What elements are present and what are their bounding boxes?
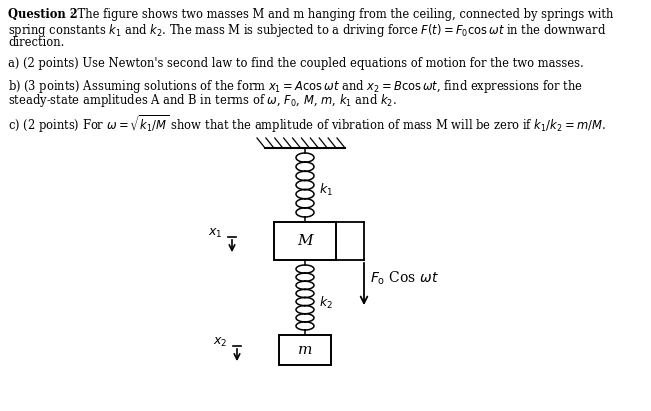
Text: $F_{\rm o}\ \mathregular{Cos}\ \omega t$: $F_{\rm o}\ \mathregular{Cos}\ \omega t$ bbox=[370, 269, 439, 287]
Text: : The figure shows two masses M and m hanging from the ceiling, connected by spr: : The figure shows two masses M and m ha… bbox=[70, 8, 613, 21]
Text: Question 2: Question 2 bbox=[8, 8, 77, 21]
Text: c) (2 points) For $\omega = \sqrt{k_1/M}$ show that the amplitude of vibration o: c) (2 points) For $\omega = \sqrt{k_1/M}… bbox=[8, 113, 605, 134]
Text: $k_2$: $k_2$ bbox=[319, 294, 333, 311]
Bar bbox=[274, 222, 336, 260]
Text: direction.: direction. bbox=[8, 36, 64, 49]
Text: a) (2 points) Use Newton's second law to find the coupled equations of motion fo: a) (2 points) Use Newton's second law to… bbox=[8, 57, 584, 70]
Text: spring constants $k_1$ and $k_2$. The mass M is subjected to a driving force $F(: spring constants $k_1$ and $k_2$. The ma… bbox=[8, 22, 606, 39]
Text: m: m bbox=[298, 343, 312, 357]
Text: $x_2$: $x_2$ bbox=[213, 335, 227, 349]
Text: steady-state amplitudes A and B in terms of $\omega$, $F_0$, $M$, $m$, $k_1$ and: steady-state amplitudes A and B in terms… bbox=[8, 92, 397, 109]
Text: M: M bbox=[298, 234, 313, 248]
Bar bbox=[279, 335, 331, 365]
Text: b) (3 points) Assuming solutions of the form $x_1 = A\cos\omega t$ and $x_2 = B\: b) (3 points) Assuming solutions of the … bbox=[8, 78, 583, 95]
Text: $x_1$: $x_1$ bbox=[208, 226, 222, 240]
Text: $k_1$: $k_1$ bbox=[319, 182, 333, 198]
